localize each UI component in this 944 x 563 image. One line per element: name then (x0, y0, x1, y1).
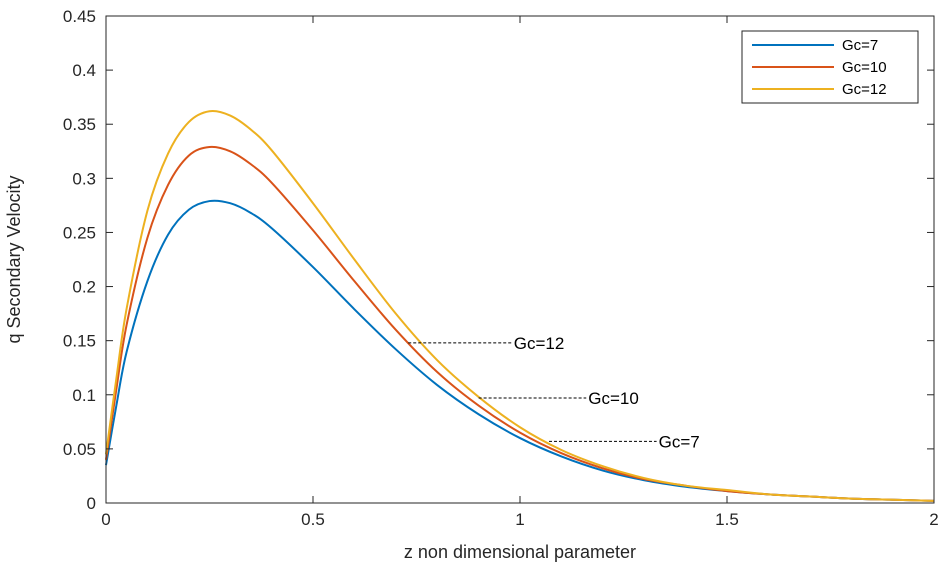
legend-label-gc-12: Gc=12 (842, 81, 887, 98)
y-tick-label: 0.2 (72, 278, 96, 297)
series-line-gc-10 (105, 145, 935, 502)
x-tick-label: 1.5 (715, 510, 739, 529)
y-tick-label: 0.05 (63, 440, 96, 459)
y-tick-label: 0.25 (63, 223, 96, 242)
annotation-label-gc-12: Gc=12 (514, 334, 565, 353)
y-tick-label: 0.35 (63, 115, 96, 134)
y-tick-label: 0.15 (63, 332, 96, 351)
x-tick-label: 0.5 (301, 510, 325, 529)
y-axis: 0 0.05 0.1 0.15 0.2 0.25 0.3 0.35 0.4 0.45 (63, 7, 934, 513)
x-axis-label: z non dimensional parameter (404, 542, 636, 562)
legend-label-gc-7: Gc=7 (842, 37, 878, 54)
annotation-label-gc-7: Gc=7 (659, 432, 700, 451)
x-tick-label: 0 (101, 510, 110, 529)
x-tick-label: 1 (515, 510, 524, 529)
y-tick-label: 0.3 (72, 169, 96, 188)
legend-label-gc-10: Gc=10 (842, 59, 887, 76)
annotations: Gc=12 Gc=10 Gc=7 (408, 334, 700, 451)
y-tick-label: 0.4 (72, 61, 96, 80)
legend: Gc=7 Gc=10 Gc=12 (741, 30, 919, 104)
y-tick-label: 0 (87, 494, 96, 513)
x-tick-label: 2 (929, 510, 938, 529)
series-line-gc-12 (105, 109, 935, 502)
y-tick-label: 0.1 (72, 386, 96, 405)
annotation-label-gc-10: Gc=10 (588, 389, 639, 408)
plot-lines (105, 109, 935, 502)
y-axis-label: q Secondary Velocity (4, 175, 24, 343)
y-tick-label: 0.45 (63, 7, 96, 26)
x-axis: 0 0.5 1 1.5 2 (101, 16, 939, 529)
